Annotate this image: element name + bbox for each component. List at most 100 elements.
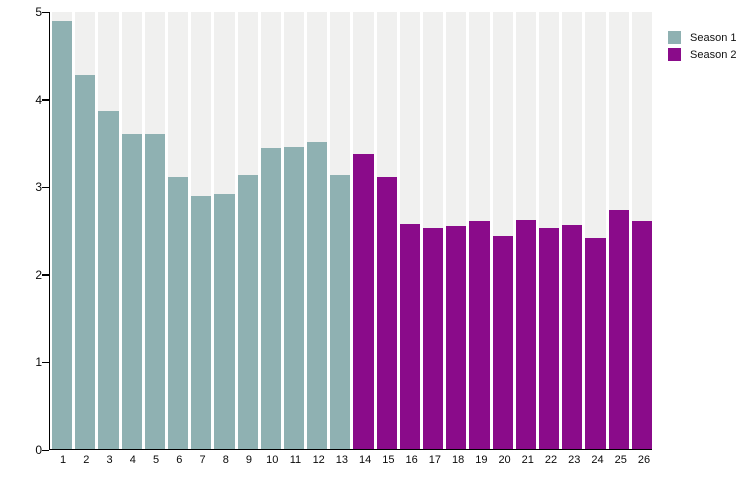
x-tick-label-12: 12 <box>312 454 325 466</box>
bar-episode-5 <box>144 133 165 449</box>
chart-column-23 <box>562 12 583 449</box>
chart-column-26 <box>631 12 652 449</box>
season-2-swatch <box>668 48 681 61</box>
x-tick-label-14: 14 <box>359 454 372 466</box>
x-tick-label-22: 22 <box>544 454 558 466</box>
x-tick-label-23: 23 <box>568 454 581 466</box>
chart-column-16 <box>399 12 420 449</box>
bar-episode-2 <box>75 74 96 449</box>
x-tick-label-21: 21 <box>521 454 534 466</box>
x-tick-label-24: 24 <box>591 454 604 466</box>
bar-episode-1 <box>52 20 73 449</box>
chart-column-17 <box>423 12 444 449</box>
bar-episode-20 <box>492 235 513 449</box>
legend: Season 1 Season 2 <box>668 31 736 65</box>
x-tick-label-9: 9 <box>245 454 253 466</box>
bar-episode-3 <box>98 110 119 449</box>
chart-column-19 <box>469 12 490 449</box>
chart-column-2 <box>75 12 96 449</box>
chart-column-15 <box>376 12 397 449</box>
x-tick-label-25: 25 <box>614 454 627 466</box>
x-tick-label-1: 1 <box>60 454 67 466</box>
x-tick-label-4: 4 <box>129 454 136 466</box>
x-tick-label-7: 7 <box>199 454 206 466</box>
x-tick-label-26: 26 <box>637 454 651 466</box>
y-tick-mark-3 <box>42 186 49 189</box>
bar-episode-24 <box>585 237 606 449</box>
x-axis-labels: 1 2 3 4 5 6 7 8 9 10 11 12 13 14 15 16 17 18 19 20 21 22 23 24 2… <box>51 454 654 466</box>
bar-episode-21 <box>515 220 536 449</box>
bars-container <box>50 12 652 449</box>
bar-episode-23 <box>562 225 583 449</box>
y-tick-mark-5 <box>42 11 49 13</box>
chart-column-7 <box>191 12 212 449</box>
bar-episode-22 <box>538 227 560 449</box>
x-tick-label-13: 13 <box>335 454 349 466</box>
y-tick-label-1: 1 <box>35 355 42 370</box>
chart-column-18 <box>446 12 467 449</box>
chart-column-12 <box>307 12 328 449</box>
bar-episode-6 <box>167 177 189 449</box>
bar-episode-4 <box>121 133 142 449</box>
bar-episode-12 <box>307 142 328 449</box>
bar-episode-19 <box>469 220 490 449</box>
x-tick-label-2: 2 <box>83 454 90 466</box>
chart-column-10 <box>260 12 281 449</box>
bar-episode-9 <box>237 175 258 449</box>
x-tick-label-18: 18 <box>451 454 465 466</box>
chart-column-6 <box>167 12 189 449</box>
bar-episode-13 <box>330 175 351 449</box>
chart-column-8 <box>214 12 235 449</box>
x-tick-label-10: 10 <box>266 454 279 466</box>
y-tick-mark-0 <box>42 449 49 451</box>
y-tick-label-3: 3 <box>35 180 42 195</box>
bar-episode-11 <box>283 146 305 449</box>
legend-label: Season 1 <box>690 31 737 44</box>
y-tick-label-2: 2 <box>35 267 42 282</box>
chart-column-25 <box>608 12 629 449</box>
y-tick-label-4: 4 <box>35 92 42 107</box>
bar-episode-16 <box>399 224 420 449</box>
chart-column-4 <box>121 12 142 449</box>
chart-column-5 <box>144 12 165 449</box>
chart-column-22 <box>538 12 560 449</box>
x-tick-label-20: 20 <box>498 454 511 466</box>
x-tick-label-16: 16 <box>405 454 418 466</box>
x-tick-label-15: 15 <box>382 454 395 466</box>
x-tick-label-11: 11 <box>289 454 302 466</box>
chart-column-21 <box>515 12 536 449</box>
bar-episode-10 <box>260 148 281 449</box>
y-tick-label-5: 5 <box>35 5 42 19</box>
season-1-swatch <box>668 31 681 44</box>
plot-area <box>49 12 652 450</box>
y-tick-mark-2 <box>42 274 49 276</box>
chart-column-9 <box>237 12 258 449</box>
bar-episode-26 <box>631 220 652 449</box>
x-tick-label-17: 17 <box>428 454 441 466</box>
x-tick-label-6: 6 <box>176 454 183 466</box>
x-tick-label-5: 5 <box>152 454 160 466</box>
x-tick-label-3: 3 <box>106 454 113 466</box>
x-tick-label-19: 19 <box>475 454 488 466</box>
bar-episode-14 <box>353 154 374 449</box>
bar-episode-17 <box>423 227 444 449</box>
x-tick-label-8: 8 <box>222 454 229 466</box>
bar-episode-18 <box>446 226 467 449</box>
bar-episode-25 <box>608 209 629 449</box>
chart-column-24 <box>585 12 606 449</box>
legend-item-season-2: Season 2 <box>668 48 736 61</box>
y-tick-mark-4 <box>42 99 49 101</box>
chart-column-1 <box>52 12 73 449</box>
legend-label: Season 2 <box>690 48 737 61</box>
chart-column-20 <box>492 12 513 449</box>
bar-episode-7 <box>191 195 212 449</box>
legend-item-season-1: Season 1 <box>668 31 736 44</box>
bar-episode-8 <box>214 193 235 449</box>
y-tick-mark-1 <box>42 361 49 364</box>
chart-column-13 <box>330 12 351 449</box>
chart-column-3 <box>98 12 119 449</box>
chart-column-11 <box>283 12 305 449</box>
bar-episode-15 <box>376 177 397 449</box>
chart-column-14 <box>353 12 374 449</box>
